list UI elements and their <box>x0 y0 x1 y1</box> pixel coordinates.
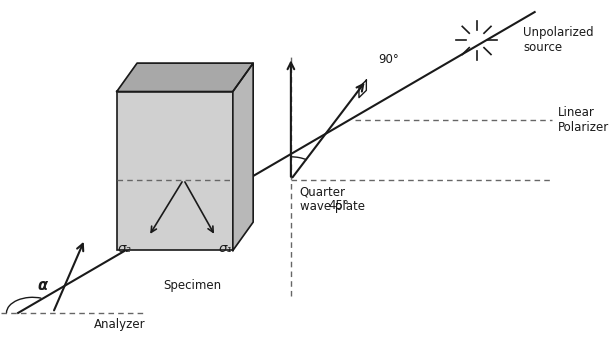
Polygon shape <box>117 63 253 92</box>
Text: Unpolarized
source: Unpolarized source <box>523 26 594 54</box>
Text: 45°: 45° <box>328 199 349 212</box>
Text: Linear
Polarizer: Linear Polarizer <box>558 106 609 134</box>
Bar <box>117 92 233 250</box>
Text: Specimen: Specimen <box>163 279 221 292</box>
Text: σ₁: σ₁ <box>219 242 232 255</box>
Text: Quarter
wave plate: Quarter wave plate <box>300 185 365 213</box>
Polygon shape <box>233 63 253 250</box>
Text: α: α <box>37 278 47 293</box>
Text: Analyzer: Analyzer <box>93 318 145 331</box>
Text: 90°: 90° <box>378 53 398 66</box>
Text: σ₂: σ₂ <box>117 242 131 255</box>
